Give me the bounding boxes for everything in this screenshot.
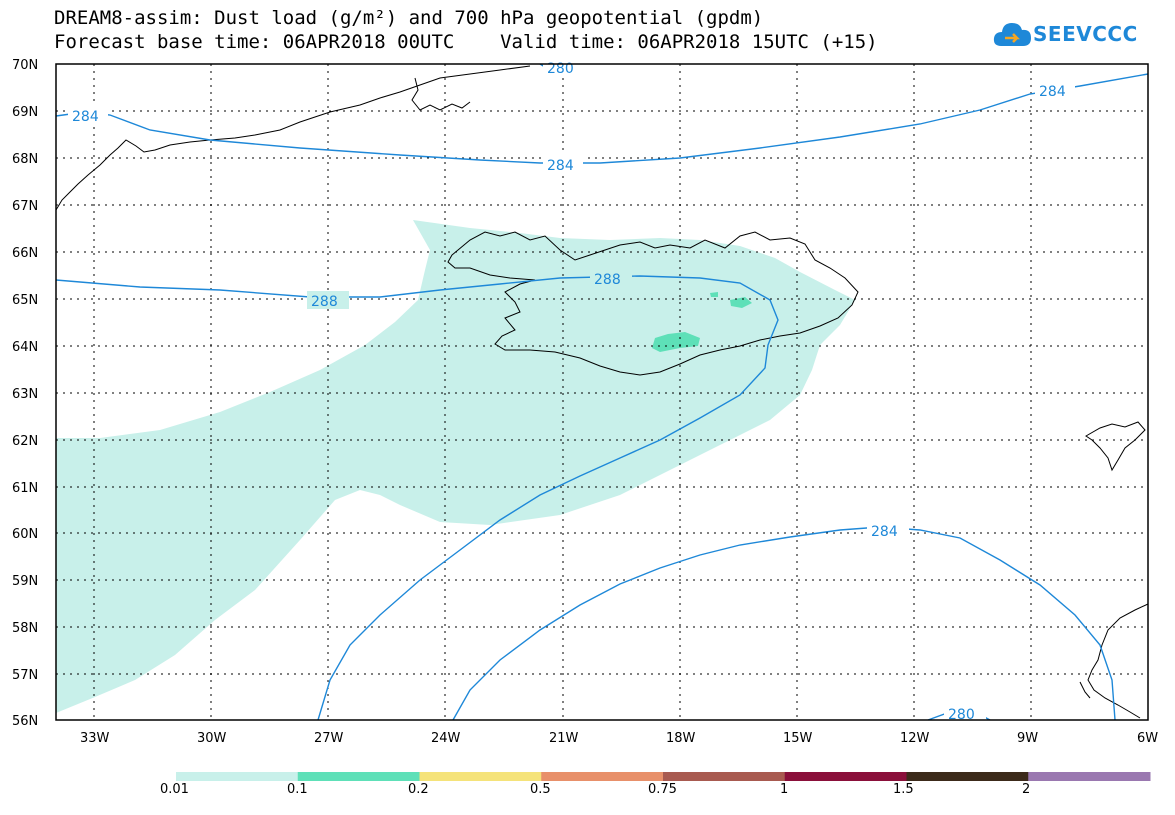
lat-label: 70N	[12, 58, 38, 73]
longitude-axis: 33W 30W 27W 24W 21W 18W 15W 12W 9W 6W	[80, 731, 1158, 746]
contour-label: 288	[311, 294, 338, 310]
colorbar-swatch	[906, 772, 1029, 781]
map-subtitle: Forecast base time: 06APR2018 00UTC Vali…	[54, 31, 878, 53]
graticule	[56, 64, 1148, 720]
lon-label: 27W	[314, 731, 344, 746]
contour-label: 284	[1039, 84, 1066, 100]
lon-label: 9W	[1017, 731, 1038, 746]
lat-label: 69N	[12, 105, 38, 120]
dust-patch	[730, 297, 752, 308]
dust-area	[56, 220, 855, 713]
colorbar-label: 0.75	[648, 782, 677, 797]
colorbar-label: 0.1	[287, 782, 308, 797]
seevccc-logo: SEEVCCC	[993, 18, 1143, 58]
lon-label: 21W	[549, 731, 579, 746]
colorbar-swatch	[176, 772, 299, 781]
colorbar-label: 2	[1022, 782, 1031, 797]
colorbar-label: 0.5	[530, 782, 551, 797]
lon-label: 15W	[783, 731, 813, 746]
cloud-icon	[993, 23, 1031, 46]
map-title: DREAM8-assim: Dust load (g/m²) and 700 h…	[54, 7, 764, 29]
colorbar-swatch	[297, 772, 420, 781]
lat-label: 59N	[12, 574, 38, 589]
lon-label: 33W	[80, 731, 110, 746]
contour-label: 280	[547, 61, 574, 77]
logo-text: SEEVCCC	[1033, 22, 1138, 46]
lat-label: 57N	[12, 668, 38, 683]
contour-label: 284	[547, 158, 574, 174]
lon-label: 18W	[666, 731, 696, 746]
colorbar-label: 1.5	[893, 782, 914, 797]
latitude-axis: 70N 69N 68N 67N 66N 65N 64N 63N 62N 61N …	[12, 58, 38, 729]
contour-labels: 284 284 284 288 288 280 284 280	[68, 61, 1075, 723]
lat-label: 58N	[12, 621, 38, 636]
colorbar-swatch	[541, 772, 664, 781]
contour-label: 284	[72, 109, 99, 125]
lat-label: 66N	[12, 246, 38, 261]
lat-label: 68N	[12, 152, 38, 167]
colorbar-swatch	[663, 772, 786, 781]
colorbar	[176, 772, 1151, 781]
lat-label: 56N	[12, 714, 38, 729]
lat-label: 67N	[12, 199, 38, 214]
dust-patch	[710, 292, 718, 297]
coastlines	[55, 65, 1149, 719]
dust-patch	[652, 332, 700, 352]
colorbar-label: 1	[780, 782, 789, 797]
lat-label: 60N	[12, 527, 38, 542]
colorbar-label: 0.01	[160, 782, 189, 797]
map-frame	[55, 63, 1149, 721]
lat-label: 62N	[12, 434, 38, 449]
lon-label: 6W	[1137, 731, 1158, 746]
colorbar-swatch	[1028, 772, 1151, 781]
lat-label: 63N	[12, 387, 38, 402]
lon-label: 30W	[197, 731, 227, 746]
colorbar-swatch	[784, 772, 907, 781]
contour-label: 288	[594, 272, 621, 288]
lat-label: 61N	[12, 481, 38, 496]
contour-label: 284	[871, 524, 898, 540]
lon-label: 24W	[431, 731, 461, 746]
lat-label: 64N	[12, 340, 38, 355]
colorbar-label: 0.2	[408, 782, 429, 797]
contour-label: 280	[948, 707, 975, 723]
colorbar-swatch	[419, 772, 542, 781]
lon-label: 12W	[900, 731, 930, 746]
lat-label: 65N	[12, 293, 38, 308]
